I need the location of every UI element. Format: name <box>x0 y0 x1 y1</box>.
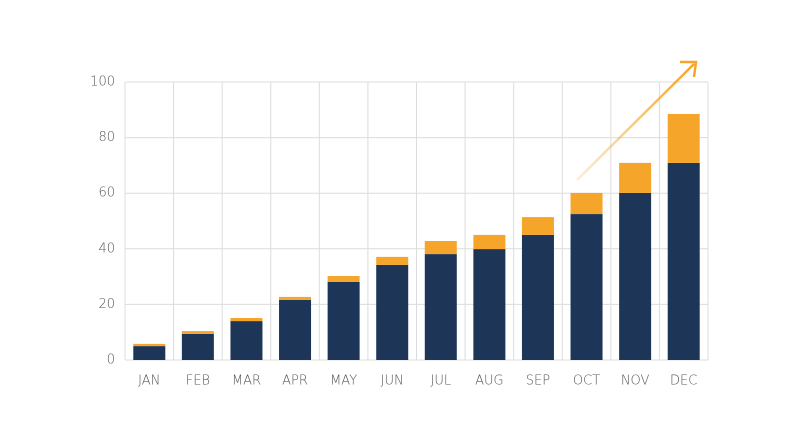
bar-segment <box>667 113 700 163</box>
bar-segment <box>279 299 312 360</box>
bar-segment <box>619 162 652 193</box>
bar-segment <box>473 249 506 360</box>
bar-segment <box>327 281 360 360</box>
y-tick-label: 80 <box>98 130 115 145</box>
bar-segment <box>181 331 214 334</box>
x-tick-label: MAR <box>232 374 261 389</box>
bar-segment <box>279 296 312 300</box>
x-tick-label: AUG <box>475 374 503 389</box>
bar-segment <box>230 318 263 322</box>
trend-arrow <box>576 63 695 181</box>
bar-segment <box>181 333 214 360</box>
x-tick-label: JUN <box>381 374 404 389</box>
y-tick-label: 60 <box>98 186 115 201</box>
bar-segment <box>570 192 603 215</box>
x-tick-label: NOV <box>621 374 650 389</box>
bar-segment <box>376 256 409 265</box>
bar-segment <box>570 214 603 360</box>
y-tick-label: 100 <box>90 75 115 90</box>
x-tick-label: MAY <box>330 374 357 389</box>
bar-segment <box>327 276 360 282</box>
bar-segment <box>424 241 457 255</box>
bar-segment <box>667 162 700 360</box>
bar-segment <box>521 234 554 360</box>
x-tick-label: FEB <box>186 374 210 389</box>
x-tick-label: DEC <box>670 374 697 389</box>
bar-segment <box>521 217 554 235</box>
bar-segment <box>473 234 506 250</box>
y-tick-label: 40 <box>98 241 115 256</box>
y-tick-label: 0 <box>107 353 115 368</box>
bar-segment <box>133 346 166 360</box>
x-tick-label: APR <box>282 374 308 389</box>
trend-arrow-head <box>680 60 698 78</box>
bar-segment <box>424 254 457 360</box>
x-tick-label: JAN <box>138 374 160 389</box>
bar-segment <box>619 192 652 360</box>
x-tick-label: SEP <box>526 374 550 389</box>
y-tick-label: 20 <box>98 297 115 312</box>
bar-segment <box>230 321 263 360</box>
x-tick-label: OCT <box>573 374 600 389</box>
bar-segment <box>376 264 409 360</box>
bar-segment <box>133 343 166 347</box>
x-tick-label: JUL <box>430 374 451 389</box>
